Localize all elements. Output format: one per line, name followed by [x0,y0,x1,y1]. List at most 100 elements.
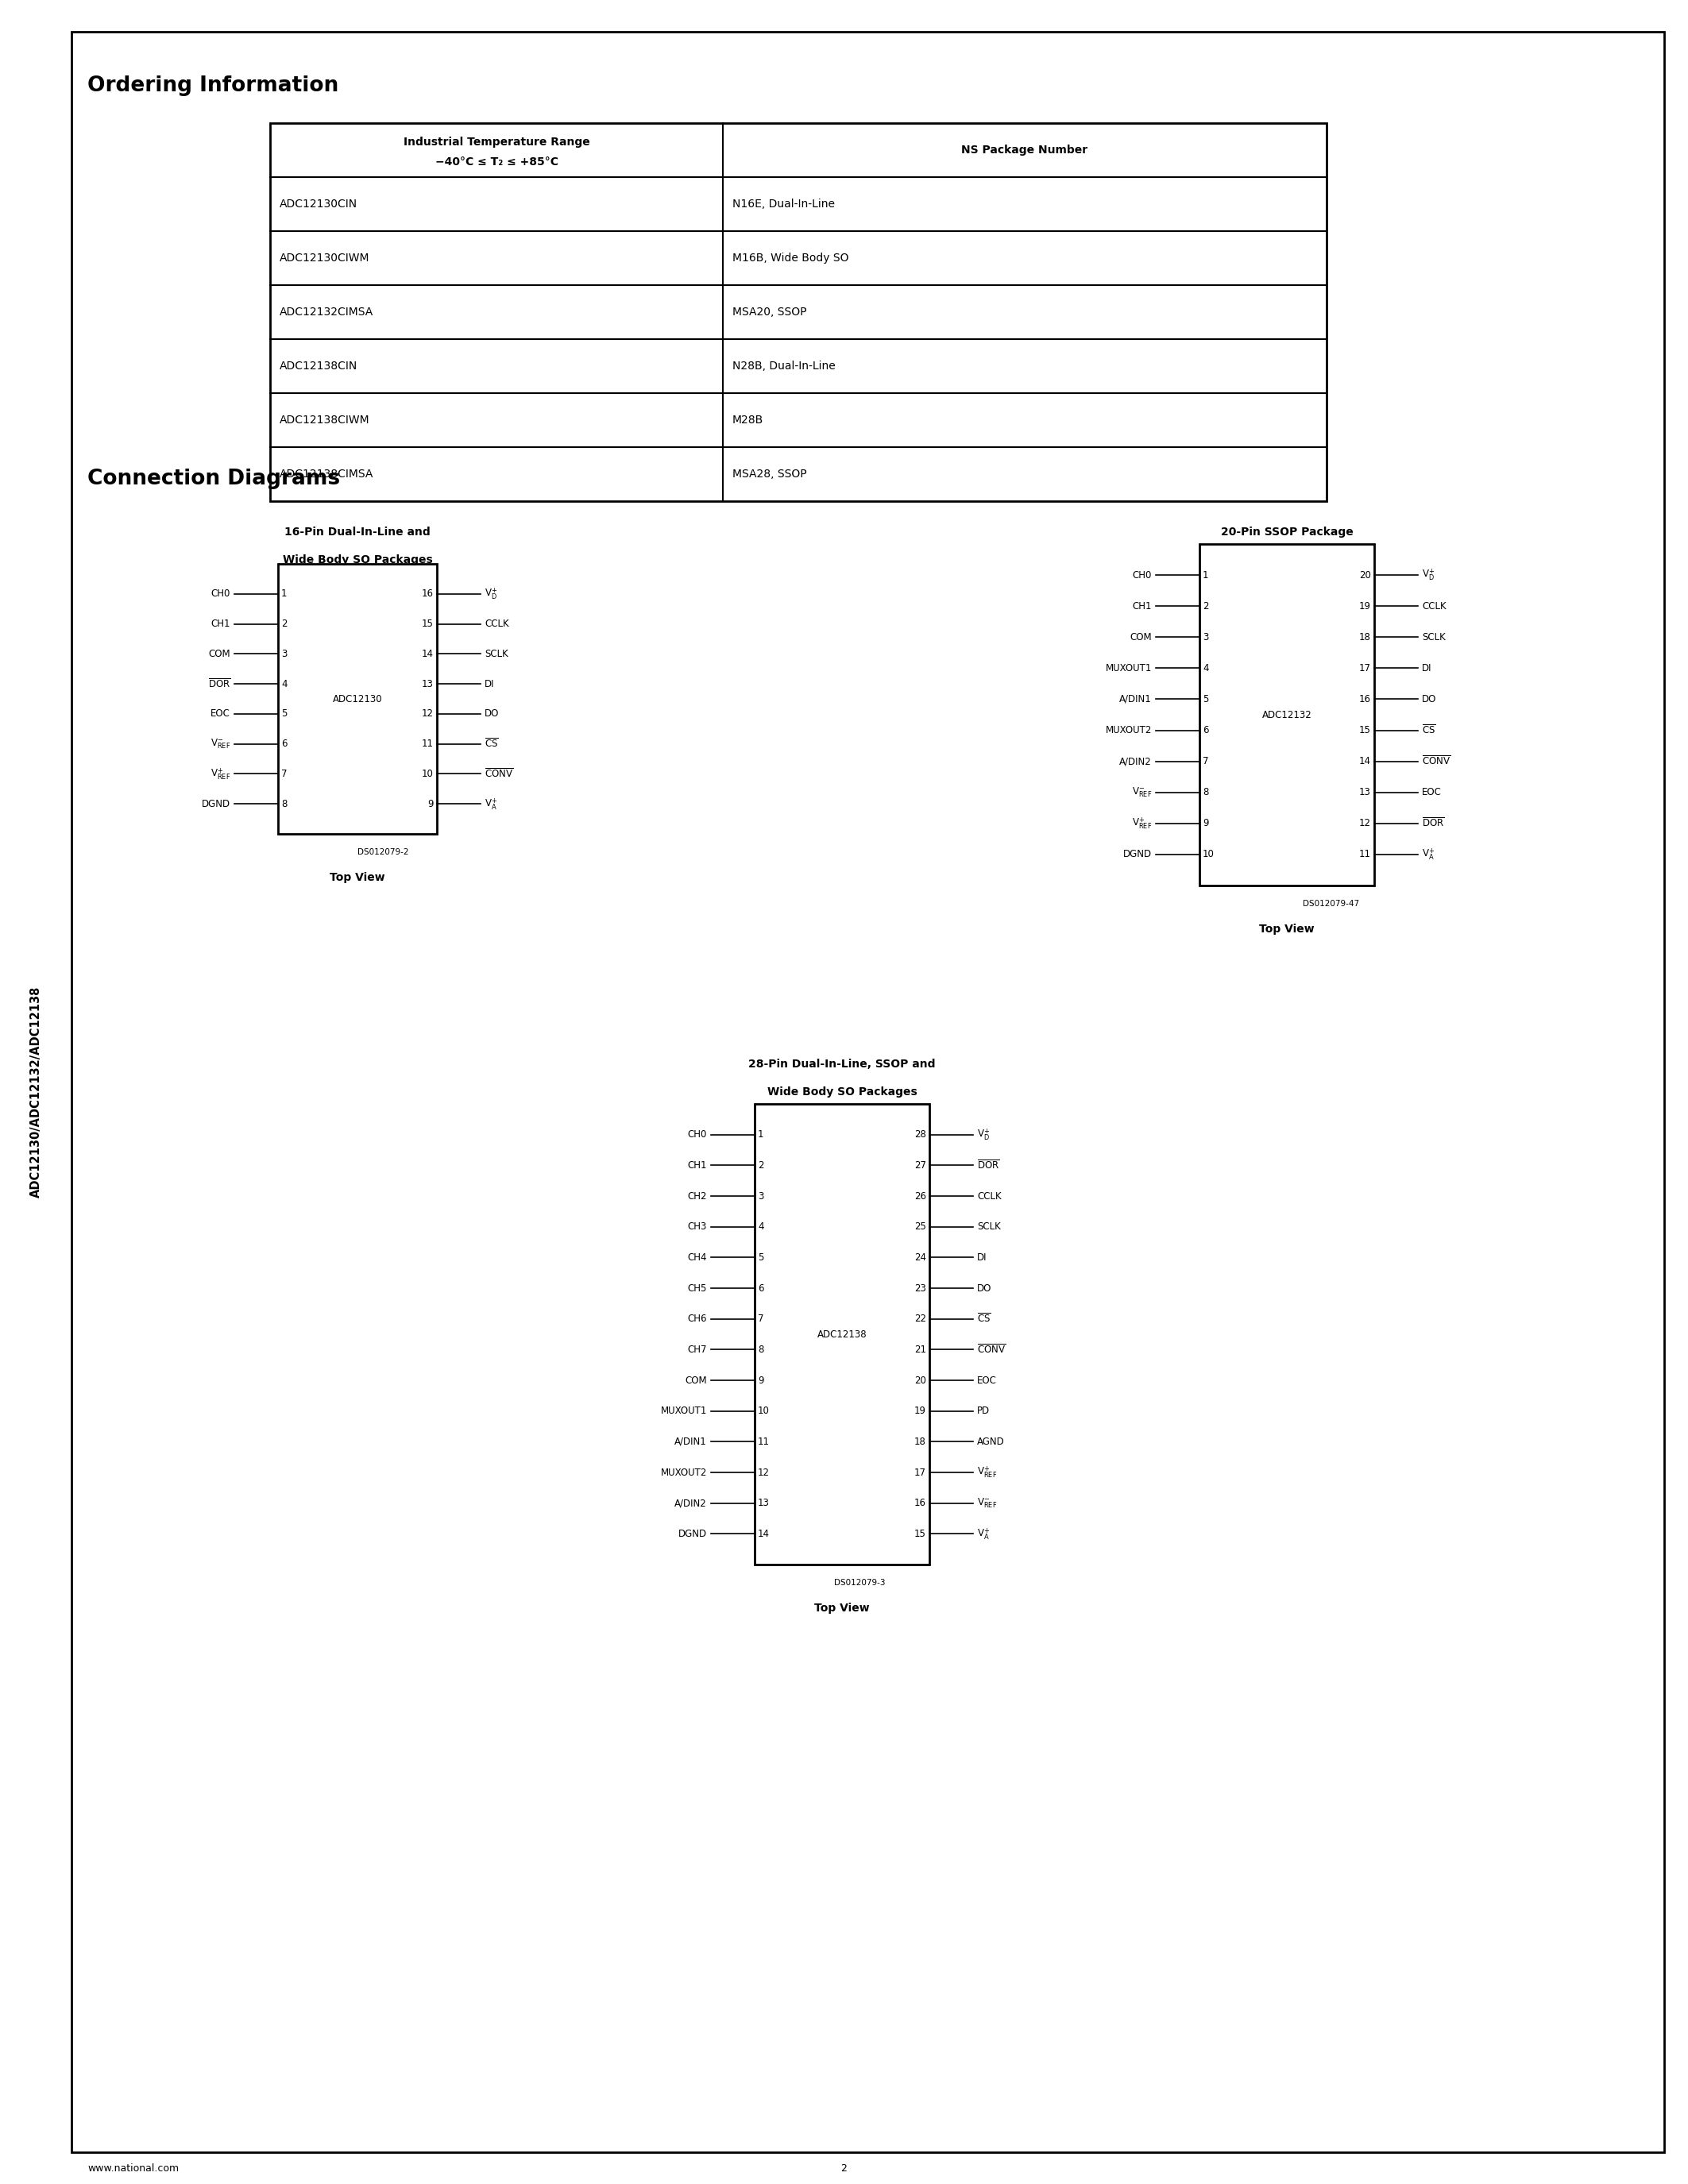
Text: 7: 7 [1202,756,1209,767]
Text: 13: 13 [758,1498,770,1509]
Text: $\mathregular{\overline{CS}}$: $\mathregular{\overline{CS}}$ [1421,725,1436,736]
Text: $\mathregular{V_{REF}^{-}}$: $\mathregular{V_{REF}^{-}}$ [211,738,230,751]
Text: A/DIN1: A/DIN1 [675,1437,707,1446]
Text: DI: DI [484,679,495,688]
Text: $\mathregular{V_D^{+}}$: $\mathregular{V_D^{+}}$ [484,587,498,601]
Text: ADC12130: ADC12130 [333,695,381,703]
Text: 13: 13 [1359,786,1371,797]
Text: ADC12138CIMSA: ADC12138CIMSA [280,470,373,480]
Text: 3: 3 [282,649,287,660]
Text: AGND: AGND [977,1437,1004,1446]
Text: $\mathregular{\overline{CONV}}$: $\mathregular{\overline{CONV}}$ [977,1343,1006,1356]
Text: MUXOUT2: MUXOUT2 [1106,725,1151,736]
Text: 19: 19 [915,1406,927,1415]
Text: 5: 5 [282,710,287,719]
Text: 1: 1 [1202,570,1209,581]
Text: 2: 2 [841,2162,847,2173]
Text: MUXOUT2: MUXOUT2 [660,1468,707,1479]
Text: 12: 12 [758,1468,770,1479]
Text: CH3: CH3 [687,1221,707,1232]
Text: 6: 6 [1202,725,1209,736]
Text: DI: DI [1421,664,1431,673]
Text: 6: 6 [758,1282,763,1293]
Text: 10: 10 [1202,850,1214,860]
Text: CH1: CH1 [687,1160,707,1171]
Text: 5: 5 [758,1251,763,1262]
Text: 17: 17 [1359,664,1371,673]
Text: 25: 25 [915,1221,927,1232]
Text: 28: 28 [915,1129,927,1140]
Bar [1200,544,1374,885]
Text: $\mathregular{V_{REF}^{+}}$: $\mathregular{V_{REF}^{+}}$ [211,767,230,782]
Text: CCLK: CCLK [1421,601,1447,612]
Text: 28-Pin Dual-In-Line, SSOP and: 28-Pin Dual-In-Line, SSOP and [748,1059,935,1070]
Text: ADC12130CIN: ADC12130CIN [280,199,358,210]
Text: SCLK: SCLK [484,649,508,660]
Text: DS012079-47: DS012079-47 [1303,900,1359,909]
Text: Ordering Information: Ordering Information [88,76,339,96]
Text: CH1: CH1 [211,618,230,629]
Text: ADC12138CIWM: ADC12138CIWM [280,415,370,426]
Text: 11: 11 [758,1437,770,1446]
Text: 9: 9 [1202,819,1209,828]
Text: M28B: M28B [733,415,763,426]
Text: CH6: CH6 [687,1315,707,1324]
Text: 10: 10 [422,769,434,780]
Text: Wide Body SO Packages: Wide Body SO Packages [282,555,432,566]
Text: EOC: EOC [211,710,230,719]
Text: DI: DI [977,1251,987,1262]
Text: ADC12130CIWM: ADC12130CIWM [280,253,370,264]
Text: $\mathregular{\overline{DOR}}$: $\mathregular{\overline{DOR}}$ [208,677,230,690]
Text: 2: 2 [282,618,287,629]
Text: CH4: CH4 [687,1251,707,1262]
Text: Industrial Temperature Range: Industrial Temperature Range [403,135,589,149]
Bar [279,563,437,834]
Text: MSA20, SSOP: MSA20, SSOP [733,306,807,317]
Text: $\mathregular{\overline{CS}}$: $\mathregular{\overline{CS}}$ [484,738,498,749]
Text: Connection Diagrams: Connection Diagrams [88,470,339,489]
Text: SCLK: SCLK [977,1221,1001,1232]
Text: SCLK: SCLK [1421,631,1445,642]
Text: DGND: DGND [1123,850,1151,860]
Text: 4: 4 [282,679,287,688]
Text: 26: 26 [915,1190,927,1201]
Text: 18: 18 [915,1437,927,1446]
Bar [270,122,1327,500]
Text: 7: 7 [282,769,287,780]
Text: 9: 9 [427,799,434,808]
Text: Top View: Top View [814,1603,869,1614]
Text: ADC12132: ADC12132 [1263,710,1312,721]
Text: 16-Pin Dual-In-Line and: 16-Pin Dual-In-Line and [285,526,430,537]
Text: $\mathregular{V_{REF}^{+}}$: $\mathregular{V_{REF}^{+}}$ [1131,817,1151,830]
Text: ADC12130/ADC12132/ADC12138: ADC12130/ADC12132/ADC12138 [30,987,42,1197]
Text: 3: 3 [1202,631,1209,642]
Text: $\mathregular{V_A^{+}}$: $\mathregular{V_A^{+}}$ [977,1527,989,1542]
Text: CH0: CH0 [687,1129,707,1140]
Text: −40°C ≤ T₂ ≤ +85°C: −40°C ≤ T₂ ≤ +85°C [436,157,559,168]
Text: 1: 1 [758,1129,763,1140]
Text: $\mathregular{V_D^{+}}$: $\mathregular{V_D^{+}}$ [1421,568,1435,583]
Text: CH0: CH0 [1133,570,1151,581]
Text: ADC12132CIMSA: ADC12132CIMSA [280,306,373,317]
Text: 3: 3 [758,1190,763,1201]
Text: 7: 7 [758,1315,763,1324]
Text: DS012079-3: DS012079-3 [834,1579,885,1588]
Text: 10: 10 [758,1406,770,1415]
Text: CCLK: CCLK [977,1190,1001,1201]
Text: $\mathregular{V_A^{+}}$: $\mathregular{V_A^{+}}$ [484,797,498,810]
Text: 14: 14 [758,1529,770,1540]
Text: $\mathregular{V_{REF}^{-}}$: $\mathregular{V_{REF}^{-}}$ [1131,786,1151,799]
Text: 12: 12 [422,710,434,719]
Text: CH0: CH0 [211,590,230,598]
Text: 15: 15 [422,618,434,629]
Text: EOC: EOC [977,1376,998,1385]
Text: $\mathregular{\overline{CONV}}$: $\mathregular{\overline{CONV}}$ [484,769,513,780]
Text: DS012079-2: DS012079-2 [358,847,408,856]
Text: 23: 23 [915,1282,927,1293]
Text: 14: 14 [422,649,434,660]
Text: 12: 12 [1359,819,1371,828]
Text: MUXOUT1: MUXOUT1 [660,1406,707,1415]
Text: MSA28, SSOP: MSA28, SSOP [733,470,807,480]
Text: $\mathregular{\overline{CONV}}$: $\mathregular{\overline{CONV}}$ [1421,756,1450,767]
Text: CH5: CH5 [687,1282,707,1293]
